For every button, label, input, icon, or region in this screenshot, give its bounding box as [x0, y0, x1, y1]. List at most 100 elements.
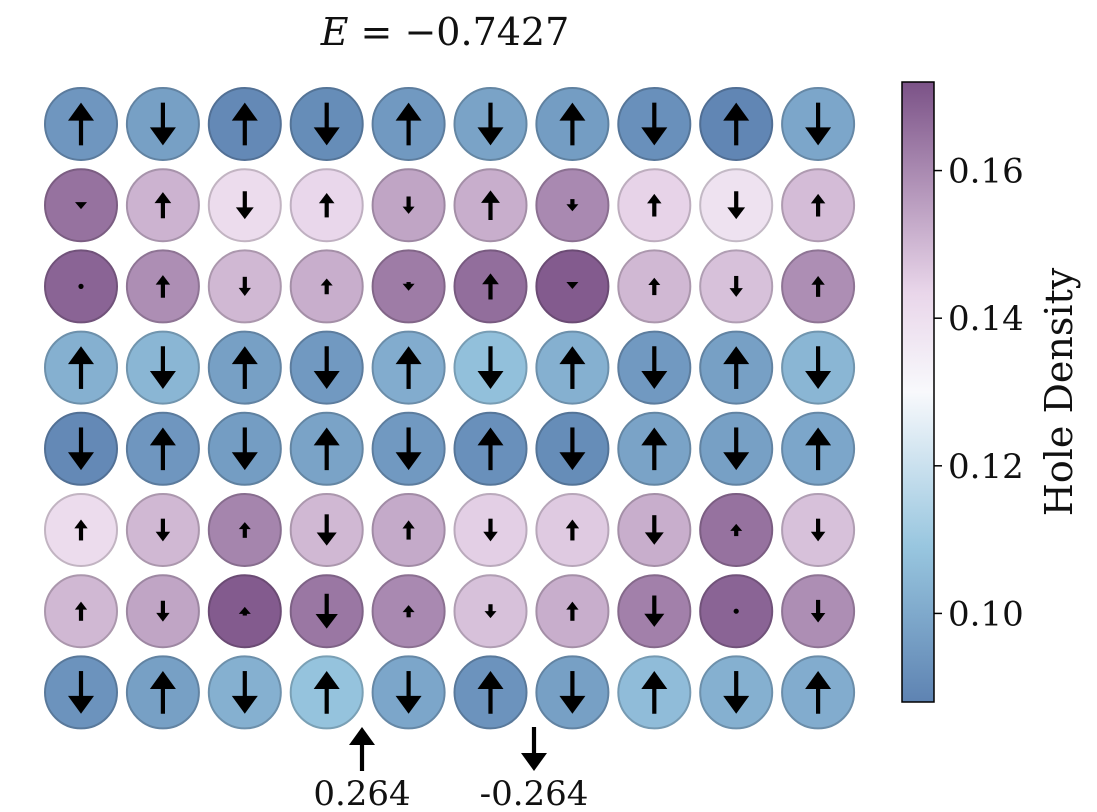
- lattice-site-r7-c4: [289, 574, 364, 649]
- lattice-site-r1-c3: [207, 87, 282, 161]
- lattice-site-r2-c5: [371, 168, 446, 243]
- lattice-site-r3-c5: [371, 249, 446, 324]
- spin-arrow-head: [641, 427, 668, 446]
- spin-arrow-head: [648, 277, 661, 286]
- spin-arrow-head: [402, 520, 415, 529]
- spin-arrow-head: [402, 605, 415, 613]
- lattice-site-r2-c6: [453, 168, 528, 243]
- spin-arrow-head: [727, 207, 746, 220]
- legend-up-arrow-head: [349, 727, 375, 745]
- spin-arrow-head: [647, 193, 662, 204]
- lattice-site-r6-c8: [617, 493, 692, 567]
- spin-arrow-head: [402, 283, 415, 291]
- energy-equals: =: [348, 10, 405, 54]
- lattice-grid: [44, 87, 856, 730]
- spin-arrow-head: [316, 532, 337, 546]
- spin-arrow-head: [641, 671, 668, 689]
- spin-arrow-head: [644, 613, 665, 627]
- lattice-site-r2-c2: [125, 168, 200, 243]
- spin-arrow-head: [149, 127, 176, 146]
- spin-arrow-head: [723, 452, 750, 471]
- lattice-site-r2-c3: [207, 168, 282, 243]
- lattice-site-r6-c2: [125, 493, 200, 567]
- spin-arrow-head: [477, 671, 504, 689]
- spin-arrow-head: [477, 127, 504, 146]
- spin-arrow-head: [155, 275, 171, 285]
- lattice-site-r2-c9: [699, 168, 774, 243]
- legend-down-label: -0.264: [480, 774, 589, 812]
- spin-arrow-head: [641, 371, 668, 389]
- colorbar-gradient: [901, 81, 935, 703]
- spin-arrow-head: [313, 427, 340, 446]
- lattice-site-r5-c7: [535, 411, 610, 486]
- lattice-site-r8-c7: [535, 655, 610, 730]
- lattice-site-r4-c5: [371, 330, 446, 405]
- spin-arrow-head: [235, 207, 254, 220]
- colorbar-tick-label: 0.14: [948, 299, 1024, 339]
- colorbar-label: Hole Density: [1037, 267, 1081, 516]
- lattice-site-r5-c10: [781, 411, 856, 486]
- spin-arrow-head: [238, 287, 251, 296]
- lattice-site-r5-c9: [699, 411, 774, 486]
- spin-arrow-head: [238, 522, 251, 530]
- colorbar-tick-label: 0.10: [948, 594, 1024, 634]
- lattice-site-r5-c6: [453, 411, 528, 486]
- lattice-site-r4-c10: [781, 330, 856, 405]
- colorbar-tick-label: 0.12: [948, 447, 1024, 487]
- spin-arrow-head: [810, 531, 826, 542]
- spin-arrow-head: [805, 127, 832, 146]
- spin-arrow-head: [805, 671, 832, 689]
- lattice-site-r4-c7: [535, 330, 610, 405]
- lattice-site-r5-c3: [207, 411, 282, 486]
- lattice-site-r4-c4: [289, 330, 364, 405]
- lattice-site-r7-c10: [781, 574, 856, 649]
- lattice-site-r8-c10: [781, 655, 856, 730]
- lattice-site-r6-c6: [453, 493, 528, 567]
- lattice-site-r7-c5: [371, 574, 446, 649]
- lattice-site-r3-c4: [289, 249, 364, 324]
- lattice-site-r4-c6: [453, 330, 528, 405]
- spin-arrow-head: [730, 523, 743, 531]
- lattice-site-r8-c3: [207, 655, 282, 730]
- spin-arrow-head: [566, 204, 579, 212]
- lattice-site-r1-c9: [699, 87, 774, 161]
- lattice-site-r2-c4: [289, 168, 364, 243]
- lattice-site-r3-c7: [535, 249, 610, 324]
- spin-arrow-head: [74, 601, 88, 610]
- spin-arrow-head: [723, 102, 750, 121]
- spin-arrow-head: [318, 193, 335, 204]
- lattice-site-r8-c6: [453, 655, 528, 730]
- lattice-site-r7-c2: [125, 574, 200, 649]
- spin-arrow-head: [483, 531, 498, 542]
- lattice-site-r4-c1: [44, 330, 118, 405]
- lattice-site-r4-c8: [617, 330, 692, 405]
- spin-arrow-head: [315, 613, 338, 629]
- lattice-site-r2-c8: [617, 168, 692, 243]
- spin-arrow-head: [154, 192, 172, 204]
- spin-arrow-head: [395, 102, 422, 121]
- spin-arrow-head: [559, 346, 586, 365]
- spin-arrow-head: [395, 452, 422, 471]
- lattice-site-r3-c2: [125, 249, 200, 324]
- lattice-site-r7-c6: [453, 574, 528, 649]
- spin-scale-legend: 0.264 -0.264: [313, 727, 588, 812]
- lattice-site-r2-c1: [44, 168, 118, 243]
- spin-arrow-head: [805, 427, 832, 446]
- spin-arrow-head: [68, 346, 94, 365]
- lattice-site-r5-c4: [289, 411, 364, 486]
- lattice-site-r5-c1: [44, 411, 118, 486]
- legend-up-label: 0.264: [313, 774, 410, 812]
- spin-arrow-head: [729, 288, 743, 297]
- spin-arrow-head: [155, 531, 171, 542]
- spin-arrow-head: [811, 275, 825, 285]
- lattice-site-r7-c1: [44, 574, 118, 649]
- energy-value: −0.7427: [404, 10, 570, 54]
- spin-arrow-head: [68, 452, 94, 471]
- lattice-site-r3-c1: [44, 249, 118, 324]
- lattice-site-r1-c7: [535, 87, 610, 161]
- colorbar: 0.10 0.12 0.14 0.16 Hole Density: [901, 81, 1081, 703]
- spin-arrow-head: [723, 346, 750, 365]
- spin-arrow-head: [75, 202, 87, 210]
- lattice-site-r6-c3: [207, 493, 282, 567]
